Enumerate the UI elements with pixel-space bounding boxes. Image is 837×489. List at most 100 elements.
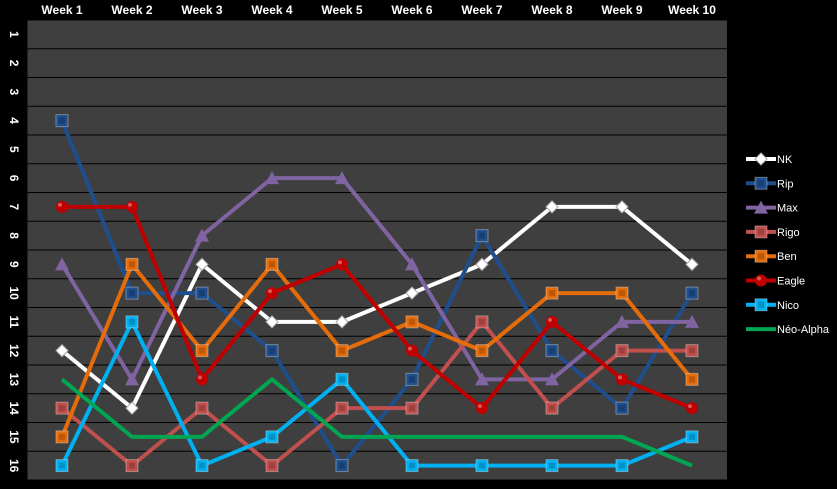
legend-label: Ben <box>777 251 797 263</box>
square-marker <box>754 225 768 239</box>
marker-inner <box>619 347 625 354</box>
marker-inner <box>479 232 485 239</box>
marker-highlight <box>408 346 412 351</box>
marker-highlight <box>478 404 482 409</box>
square-marker <box>685 344 699 358</box>
triangle-marker <box>55 257 69 271</box>
x-tick-label: Week 4 <box>251 3 292 17</box>
marker-inner <box>199 347 205 354</box>
diamond-marker <box>754 152 768 166</box>
triangle-marker <box>615 314 629 328</box>
square-marker <box>55 459 69 473</box>
marker-inner <box>479 462 485 469</box>
series-line <box>60 319 693 468</box>
square-marker <box>615 459 629 473</box>
square-marker <box>405 315 419 329</box>
x-tick-label: Week 8 <box>531 3 572 17</box>
series-line <box>60 377 693 468</box>
diamond-marker <box>125 401 139 415</box>
square-marker <box>405 372 419 386</box>
marker-inner <box>409 462 415 469</box>
marker-highlight <box>198 375 202 380</box>
marker-inner <box>129 261 135 268</box>
marker-inner <box>549 290 555 297</box>
y-tick-label: 8 <box>7 232 21 239</box>
marker-highlight <box>338 260 342 265</box>
square-marker <box>475 315 489 329</box>
y-tick-label: 13 <box>7 373 21 387</box>
square-marker <box>754 249 768 263</box>
triangle-marker <box>195 228 209 242</box>
square-marker <box>685 286 699 300</box>
square-marker <box>265 344 279 358</box>
triangle-marker <box>335 171 349 185</box>
circle-marker <box>56 200 68 213</box>
square-marker <box>125 257 139 271</box>
square-marker <box>475 459 489 473</box>
circle-marker <box>686 402 698 415</box>
marker-inner <box>129 318 135 325</box>
square-marker <box>335 372 349 386</box>
square-marker <box>685 372 699 386</box>
x-tick-label: Week 2 <box>111 3 152 17</box>
marker-inner <box>619 290 625 297</box>
y-tick-label: 6 <box>7 175 21 182</box>
legend-item: Max <box>746 200 798 215</box>
marker-inner <box>339 347 345 354</box>
legend-item: NK <box>746 152 793 166</box>
x-tick-label: Week 6 <box>391 3 432 17</box>
diamond-marker <box>475 257 489 272</box>
marker-inner <box>409 405 415 412</box>
marker-inner <box>129 290 135 297</box>
square-marker <box>615 401 629 415</box>
square-marker <box>55 430 69 444</box>
marker-inner <box>269 433 275 440</box>
diamond-marker <box>195 257 209 272</box>
diamond-marker <box>405 286 419 300</box>
x-tick-label: Week 5 <box>321 3 362 17</box>
circle-marker <box>616 373 628 386</box>
legend-label: Nico <box>777 300 799 312</box>
x-tick-label: Week 1 <box>41 3 82 17</box>
circle-marker <box>546 315 558 328</box>
marker-inner <box>549 462 555 469</box>
square-marker <box>195 459 209 473</box>
legend-label: Rip <box>777 178 794 190</box>
marker-highlight <box>548 317 552 322</box>
square-marker <box>125 459 139 473</box>
x-tick-label: Week 3 <box>181 3 222 17</box>
legend-item: Ben <box>746 249 797 263</box>
diamond-marker <box>335 315 349 329</box>
marker-inner <box>409 376 415 383</box>
square-marker <box>265 257 279 271</box>
x-axis-ticks: Week 1 Week 2 Week 3 Week 4 Week 5 Week 6 Week… <box>41 3 716 17</box>
marker-highlight <box>268 289 272 294</box>
y-tick-label: 1 <box>7 31 21 38</box>
marker-inner <box>129 462 135 469</box>
legend-label: Rigo <box>777 227 800 239</box>
marker-inner <box>689 347 695 354</box>
marker-highlight <box>128 202 132 207</box>
triangle-marker <box>475 372 489 386</box>
square-marker <box>754 298 768 312</box>
square-marker <box>265 430 279 444</box>
x-tick-label: Week 9 <box>601 3 642 17</box>
diamond-marker <box>55 343 69 358</box>
y-tick-label: 14 <box>7 401 21 415</box>
circle-marker <box>406 344 418 357</box>
y-tick-label: 12 <box>7 344 21 358</box>
circle-marker <box>126 200 138 213</box>
marker-inner <box>619 405 625 412</box>
square-marker <box>335 459 349 473</box>
y-tick-label: 16 <box>7 459 21 473</box>
legend-item: Eagle <box>746 274 805 288</box>
legend-label: Néo-Alpha <box>777 324 830 336</box>
diamond-marker <box>685 257 699 272</box>
square-marker <box>265 459 279 473</box>
circle-marker <box>755 274 767 287</box>
marker-inner <box>758 180 764 187</box>
marker-inner <box>269 462 275 469</box>
marker-inner <box>339 462 345 469</box>
marker-inner <box>59 433 65 440</box>
